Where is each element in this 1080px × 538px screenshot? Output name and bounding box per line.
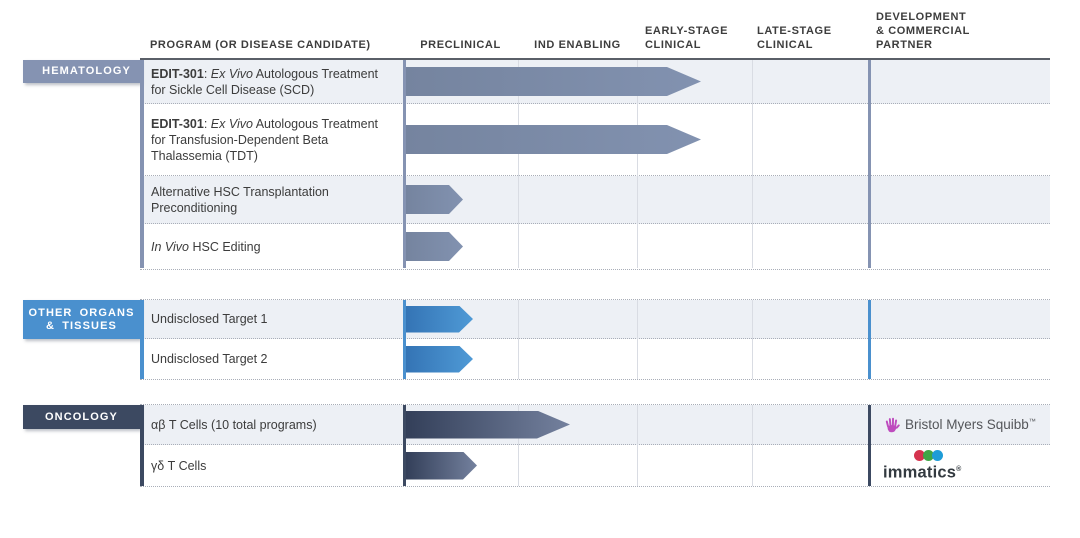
section-left-border: [140, 60, 144, 268]
column-gridline: [752, 60, 753, 268]
bms-wordmark: Bristol Myers Squibb™: [905, 417, 1036, 432]
program-name: γδ T Cells: [140, 445, 403, 486]
section-left-border: [140, 405, 144, 486]
column-gridline: [518, 60, 519, 268]
program-name-text: Undisclosed Target 1: [151, 312, 268, 326]
pipeline-row: Undisclosed Target 2: [140, 339, 1050, 380]
column-header-late-stage-clinical: LATE-STAGE CLINICAL: [757, 25, 832, 51]
column-gridline: [752, 405, 753, 486]
section-label-other-organs: OTHER ORGANS & TISSUES: [23, 300, 140, 339]
program-name-text: EDIT-301: Ex Vivo Autologous Treatment f…: [151, 116, 379, 163]
partner-column-divider: [868, 300, 871, 379]
partner-cell: immatics®: [868, 445, 1046, 486]
program-name-text: Undisclosed Target 2: [151, 352, 268, 366]
column-header-preclinical: PRECLINICAL: [420, 39, 501, 51]
partner-cell: Bristol Myers Squibb™: [868, 405, 1046, 444]
pipeline-row: αβ T Cells (10 total programs) Bristol My…: [140, 405, 1050, 445]
column-header-program: PROGRAM (OR DISEASE CANDIDATE): [150, 39, 371, 51]
section-other-organs: Undisclosed Target 1 Undisclosed Target 2: [140, 299, 1050, 380]
program-name: Alternative HSC Transplantation Precondi…: [140, 176, 403, 223]
program-column-divider: [403, 300, 406, 379]
progress-arrow: [406, 306, 473, 333]
column-gridline: [752, 300, 753, 379]
progress-arrow: [406, 411, 570, 439]
program-name-text: γδ T Cells: [151, 458, 207, 473]
program-name: EDIT-301: Ex Vivo Autologous Treatment f…: [140, 60, 403, 103]
progress-arrow: [406, 452, 477, 480]
program-name-text: EDIT-301: Ex Vivo Autologous Treatment f…: [151, 66, 379, 97]
section-label-oncology: ONCOLOGY: [23, 405, 140, 429]
immatics-dot: [932, 450, 943, 462]
column-header-early-stage-clinical: EARLY-STAGE CLINICAL: [645, 25, 729, 51]
column-header-ind-enabling: IND ENABLING: [534, 39, 621, 51]
program-column-divider: [403, 405, 406, 486]
progress-arrow: [406, 232, 463, 261]
section-left-border: [140, 300, 144, 379]
partner-column-divider: [868, 405, 871, 486]
column-gridline: [637, 60, 638, 268]
program-name: EDIT-301: Ex Vivo Autologous Treatment f…: [140, 104, 403, 175]
pipeline-row: EDIT-301: Ex Vivo Autologous Treatment f…: [140, 60, 1050, 104]
immatics-dot: [914, 450, 925, 462]
bristol-myers-squibb-logo: Bristol Myers Squibb™: [883, 416, 1036, 434]
progress-arrow: [406, 185, 463, 214]
immatics-dot: [923, 450, 934, 462]
progress-arrow: [406, 125, 701, 154]
pipeline-row: Undisclosed Target 1: [140, 300, 1050, 339]
program-name-text: Alternative HSC Transplantation Precondi…: [151, 184, 329, 215]
program-name: In Vivo HSC Editing: [140, 224, 403, 269]
pipeline-row: In Vivo HSC Editing: [140, 224, 1050, 270]
pipeline-row: γδ T Cells immatics®: [140, 445, 1050, 487]
column-header-partner: DEVELOPMENT & COMMERCIAL PARTNER: [876, 11, 970, 51]
column-gridline: [637, 300, 638, 379]
program-name: Undisclosed Target 2: [140, 339, 403, 379]
program-name-text: αβ T Cells (10 total programs): [151, 417, 317, 432]
section-oncology: αβ T Cells (10 total programs) Bristol My…: [140, 404, 1050, 487]
pipeline-row: Alternative HSC Transplantation Precondi…: [140, 176, 1050, 224]
progress-arrow: [406, 67, 701, 96]
column-gridline: [518, 405, 519, 486]
column-gridline: [637, 405, 638, 486]
progress-arrow: [406, 346, 473, 373]
section-hematology: EDIT-301: Ex Vivo Autologous Treatment f…: [140, 58, 1050, 270]
pipeline-row: EDIT-301: Ex Vivo Autologous Treatment f…: [140, 104, 1050, 176]
immatics-dots-icon: [914, 450, 962, 462]
column-gridline: [518, 300, 519, 379]
program-name: αβ T Cells (10 total programs): [140, 405, 403, 444]
program-name: Undisclosed Target 1: [140, 300, 403, 338]
immatics-logo: immatics®: [883, 450, 962, 481]
program-column-divider: [403, 60, 406, 268]
section-label-hematology: HEMATOLOGY: [23, 60, 140, 83]
program-name-text: In Vivo HSC Editing: [151, 239, 261, 254]
immatics-wordmark: immatics®: [883, 463, 962, 482]
bms-hand-icon: [885, 417, 900, 432]
partner-column-divider: [868, 60, 871, 268]
